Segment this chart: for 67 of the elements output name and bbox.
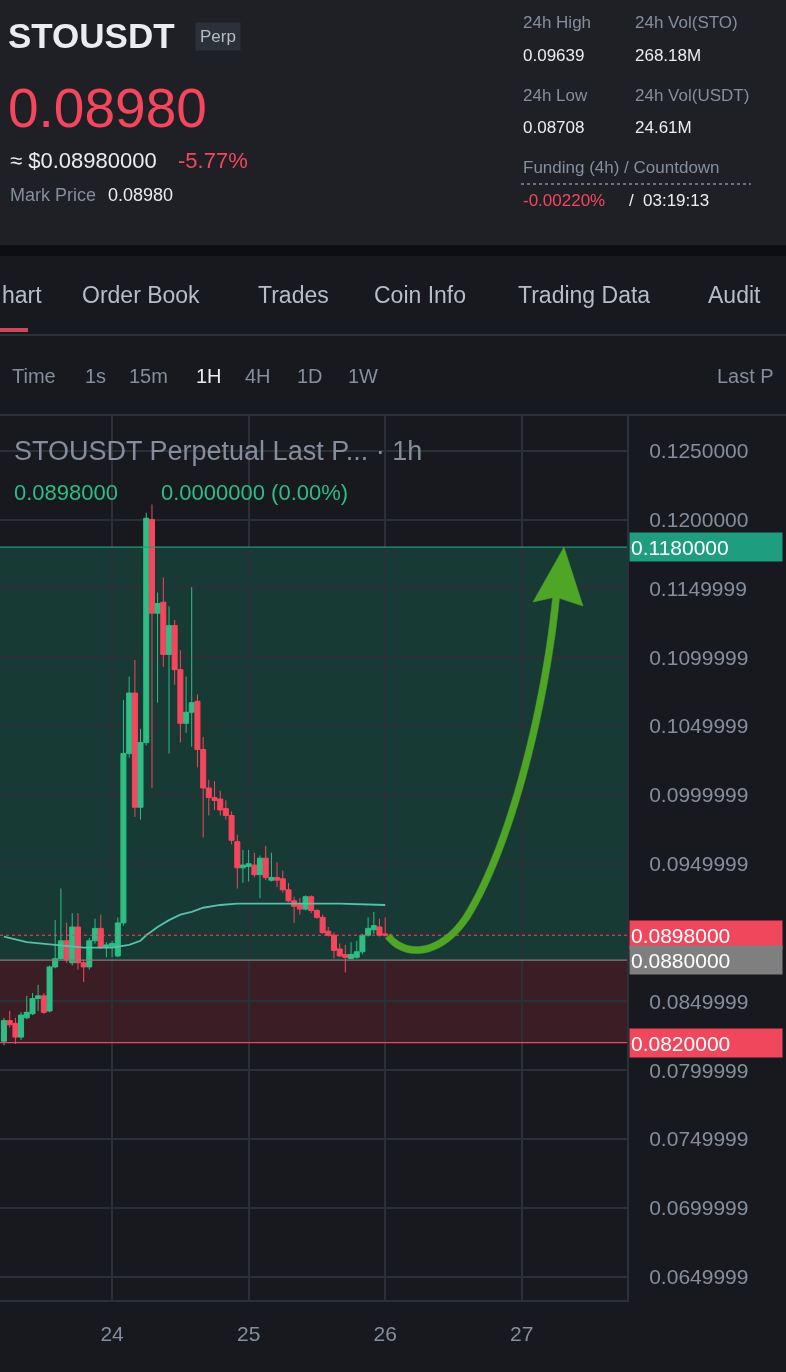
text: 24h Low	[523, 86, 588, 105]
annotation: 0.0000000 (0.00%)	[161, 480, 349, 505]
y-tick-label: 0.0749999	[649, 1127, 749, 1151]
ref-line-label: 0.0880000	[631, 948, 731, 972]
text: Audit	[708, 282, 762, 308]
text: 15m	[129, 365, 168, 387]
line-series	[3, 902, 387, 949]
y-tick-label: 0.0799999	[649, 1058, 749, 1082]
candlestick	[256, 854, 263, 899]
candlestick	[262, 845, 269, 881]
text: Mark Price	[10, 185, 97, 205]
y-tick-label: 0.1049999	[649, 714, 749, 738]
text: 0.08980	[8, 77, 207, 139]
y-tick-label: 0.1200000	[649, 507, 749, 531]
text: 0.09639	[523, 46, 585, 65]
y-tick-label: 0.1099999	[649, 645, 749, 669]
annotation: 0.0898000	[14, 480, 118, 505]
text: Order Book	[82, 282, 201, 308]
text: Perp	[200, 27, 236, 46]
text: Trades	[258, 282, 329, 308]
candlestick	[154, 592, 161, 704]
candlestick	[131, 659, 138, 818]
text: 24h Vol(STO)	[635, 13, 738, 32]
text: hart	[2, 282, 43, 308]
text: 0.08980	[108, 185, 174, 205]
text: 1D	[297, 365, 323, 387]
text: 268.18M	[635, 46, 702, 65]
text: 4H	[245, 365, 271, 387]
text: 24h High	[523, 13, 592, 32]
text: -0.00220%	[523, 191, 606, 210]
y-tick-label: 0.0699999	[649, 1196, 749, 1220]
text: -5.77%	[178, 148, 248, 173]
text: Funding (4h) / Countdown	[523, 158, 720, 177]
y-tick-label: 0.1149999	[649, 576, 747, 600]
candlestick	[251, 852, 258, 878]
x-tick-label: 26	[373, 1322, 397, 1346]
candlestick	[0, 1017, 7, 1046]
x-tick-label: 27	[510, 1322, 534, 1346]
chart-title: STOUSDT	[8, 16, 175, 56]
text: 24h Vol(USDT)	[635, 86, 750, 105]
ref-line-label: 0.0898000	[631, 923, 731, 947]
text: Time	[12, 365, 56, 387]
candlestick	[160, 576, 167, 668]
candlestick	[148, 503, 155, 789]
y-tick-label: 0.1250000	[649, 439, 749, 463]
text: ≈ $0.08980000	[10, 148, 157, 173]
text: /	[629, 191, 634, 210]
x-tick-label: 25	[236, 1322, 261, 1346]
text: Coin Info	[374, 282, 467, 308]
text: 03:19:13	[643, 191, 710, 210]
text: 1W	[348, 365, 379, 387]
ref-line-label: 0.0820000	[631, 1031, 731, 1055]
text: 1s	[85, 365, 107, 387]
text: 0.08708	[523, 118, 585, 137]
text: STOUSDT Perpetual Last P... · 1h	[14, 436, 423, 466]
y-tick-label: 0.0949999	[649, 852, 749, 876]
text: 24.61M	[635, 118, 692, 137]
candlestick	[268, 852, 275, 881]
y-tick-label: 0.0999999	[649, 783, 749, 807]
text: 1H	[196, 365, 222, 387]
y-tick-label: 0.0849999	[649, 989, 749, 1013]
x-tick-label: 24	[100, 1322, 125, 1346]
ref-line-label: 0.1180000	[631, 535, 729, 559]
text: Trading Data	[518, 282, 651, 308]
text: Last P	[717, 365, 774, 387]
candlestick	[166, 605, 173, 755]
y-tick-label: 0.0649999	[649, 1264, 749, 1288]
